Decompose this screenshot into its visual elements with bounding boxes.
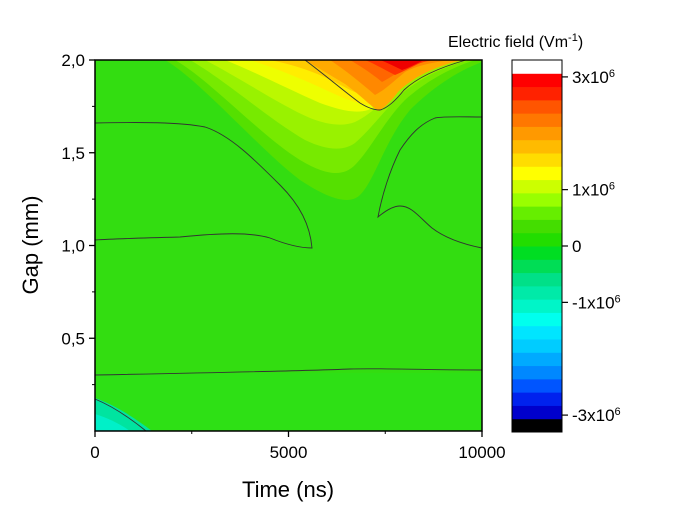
colorbar-tick-base: -1x10 — [572, 293, 615, 312]
colorbar-level — [512, 299, 562, 313]
colorbar-level — [512, 86, 562, 101]
contour-line-top — [304, 59, 467, 111]
colorbar-tick-base: -3x10 — [572, 406, 615, 425]
x-tick-label: 0 — [90, 443, 99, 462]
colorbar-level — [512, 206, 562, 220]
colorbar-level — [512, 99, 562, 114]
colorbar-level — [512, 285, 562, 300]
colorbar-title-close: ) — [578, 34, 583, 51]
x-tick-label: 5000 — [270, 443, 308, 462]
y-tick-label: 1,0 — [61, 237, 85, 256]
colorbar-tick-exp: 6 — [615, 406, 621, 418]
colorbar-level — [512, 192, 562, 207]
colorbar-tick-exp: 6 — [609, 68, 615, 80]
y-tick-label: 2,0 — [61, 51, 85, 70]
colorbar-tick-label: 3x106 — [572, 68, 615, 87]
contour-line-mid-right — [377, 116, 483, 249]
colorbar-tick-base: 1x10 — [572, 181, 609, 200]
colorbar-level — [512, 272, 562, 287]
colorbar-level — [512, 392, 562, 406]
colorbar-level — [512, 219, 562, 234]
x-tick-label: 10000 — [458, 443, 505, 462]
field-plume-peak — [380, 60, 424, 70]
contour-line-mid-left — [94, 122, 313, 249]
colorbar-tick-label: 1x106 — [572, 181, 615, 200]
colorbar-tick-base: 0 — [572, 237, 581, 256]
colorbar-tick-exp: 6 — [615, 293, 621, 305]
contour-line-low — [94, 368, 483, 376]
y-axis-title: Gap (mm) — [18, 196, 43, 295]
colorbar-tick-label: 0 — [572, 237, 581, 256]
contour-line-corner — [94, 398, 147, 432]
field-plume-9 — [330, 60, 455, 95]
x-axis: 0 5000 10000 — [90, 431, 506, 462]
colorbar-level — [512, 325, 562, 340]
colorbar-tick-label: -1x106 — [572, 293, 621, 312]
colorbar-level — [512, 179, 562, 194]
colorbar-level — [512, 365, 562, 380]
colorbar-level — [512, 60, 562, 74]
colorbar-level — [512, 339, 562, 353]
colorbar-level — [512, 418, 562, 433]
colorbar-title-main: Electric field (Vm — [448, 34, 568, 51]
y-axis: 0,5 1,0 1,5 2,0 — [61, 51, 95, 386]
colorbar-level — [512, 378, 562, 393]
colorbar-level — [512, 232, 562, 247]
colorbar-level — [512, 166, 562, 181]
plot-area — [94, 59, 483, 432]
colorbar-tick-label: -3x106 — [572, 406, 621, 425]
colorbar-title: Electric field (Vm-1) — [448, 32, 583, 51]
colorbar-level — [512, 259, 562, 274]
negative-field-core — [95, 414, 130, 431]
y-tick-label: 1,5 — [61, 144, 85, 163]
colorbar-level — [512, 126, 562, 141]
colorbar-level — [512, 73, 562, 88]
colorbar-level — [512, 113, 562, 127]
colorbar-tick-exp: 6 — [609, 181, 615, 193]
colorbar-level — [512, 312, 562, 327]
colorbar-level — [512, 405, 562, 420]
colorbar-title-exp: -1 — [568, 32, 578, 44]
colorbar-level — [512, 352, 562, 367]
colorbar-level — [512, 246, 562, 260]
colorbar-level — [512, 139, 562, 154]
x-axis-title: Time (ns) — [242, 477, 334, 502]
y-tick-label: 0,5 — [61, 329, 85, 348]
field-low-region — [95, 373, 482, 431]
colorbar-tick-base: 3x10 — [572, 68, 609, 87]
colorbar-level — [512, 153, 562, 167]
